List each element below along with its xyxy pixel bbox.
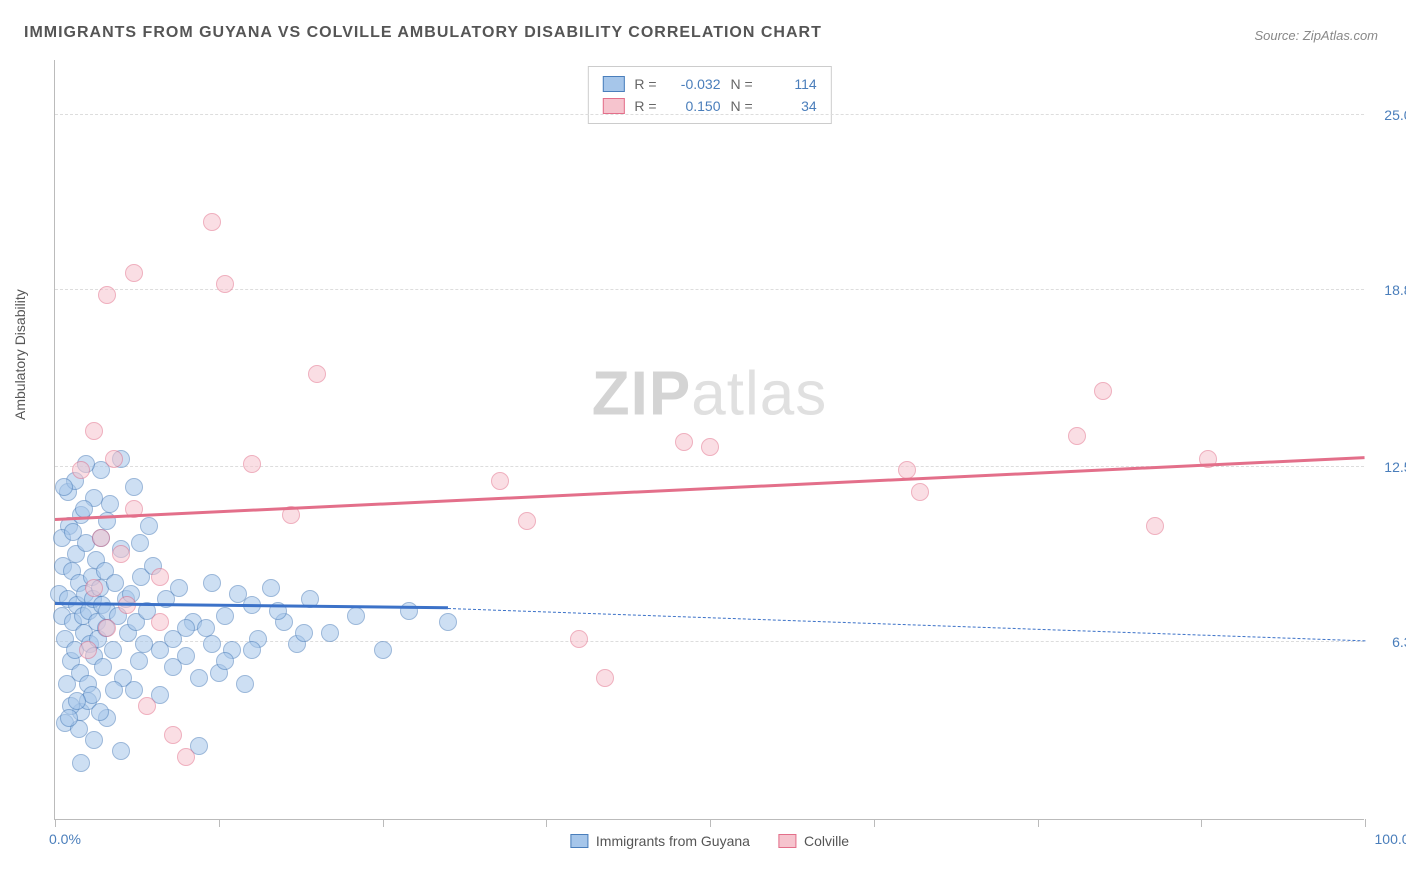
- gridline: [55, 114, 1364, 115]
- guyana-point: [216, 607, 234, 625]
- guyana-point: [177, 619, 195, 637]
- guyana-point: [321, 624, 339, 642]
- colville-point: [1094, 382, 1112, 400]
- x-tick: [710, 819, 711, 827]
- gridline: [55, 289, 1364, 290]
- colville-point: [151, 613, 169, 631]
- x-tick: [1201, 819, 1202, 827]
- colville-point: [105, 450, 123, 468]
- colville-point: [596, 669, 614, 687]
- guyana-point: [68, 692, 86, 710]
- guyana-point: [262, 579, 280, 597]
- guyana-point: [130, 652, 148, 670]
- x-tick: [383, 819, 384, 827]
- guyana-point: [151, 641, 169, 659]
- source-attribution: Source: ZipAtlas.com: [1254, 28, 1378, 43]
- colville-point: [243, 455, 261, 473]
- series-legend: Immigrants from Guyana Colville: [570, 833, 849, 849]
- guyana-point: [140, 517, 158, 535]
- colville-point: [138, 697, 156, 715]
- correlation-legend: R =-0.032N =114R =0.150N =34: [587, 66, 831, 124]
- colville-point: [92, 529, 110, 547]
- guyana-point: [94, 658, 112, 676]
- guyana-point: [125, 478, 143, 496]
- colville-point: [203, 213, 221, 231]
- x-min-label: 0.0%: [49, 831, 81, 847]
- colville-point: [177, 748, 195, 766]
- guyana-point: [60, 709, 78, 727]
- guyana-point: [347, 607, 365, 625]
- guyana-point: [104, 641, 122, 659]
- x-tick: [1038, 819, 1039, 827]
- colville-point: [675, 433, 693, 451]
- colville-point: [216, 275, 234, 293]
- guyana-point: [131, 534, 149, 552]
- x-max-label: 100.0%: [1375, 831, 1406, 847]
- guyana-point: [58, 675, 76, 693]
- colville-point: [570, 630, 588, 648]
- guyana-point: [105, 681, 123, 699]
- guyana-point: [190, 669, 208, 687]
- guyana-point: [243, 641, 261, 659]
- colville-point: [98, 286, 116, 304]
- x-tick: [874, 819, 875, 827]
- guyana-point: [170, 579, 188, 597]
- series-legend-colville: Colville: [778, 833, 849, 849]
- guyana-point: [64, 523, 82, 541]
- colville-point: [308, 365, 326, 383]
- guyana-point: [85, 731, 103, 749]
- guyana-point: [439, 613, 457, 631]
- guyana-point: [216, 652, 234, 670]
- colville-point: [112, 545, 130, 563]
- y-tick-label: 12.5%: [1384, 459, 1406, 475]
- guyana-point: [101, 495, 119, 513]
- watermark: ZIPatlas: [592, 358, 827, 429]
- legend-row-guyana: R =-0.032N =114: [602, 73, 816, 95]
- guyana-point: [106, 574, 124, 592]
- guyana-point: [374, 641, 392, 659]
- colville-point: [911, 483, 929, 501]
- series-legend-guyana: Immigrants from Guyana: [570, 833, 750, 849]
- guyana-point: [203, 635, 221, 653]
- x-tick: [55, 819, 56, 827]
- colville-point: [491, 472, 509, 490]
- colville-point: [1068, 427, 1086, 445]
- chart-plot-area: ZIPatlas R =-0.032N =114R =0.150N =34 Im…: [54, 60, 1364, 820]
- x-tick: [1365, 819, 1366, 827]
- guyana-point: [236, 675, 254, 693]
- guyana-point: [55, 478, 73, 496]
- guyana-point: [112, 742, 130, 760]
- x-tick: [546, 819, 547, 827]
- y-tick-label: 6.3%: [1392, 634, 1406, 650]
- guyana-point: [125, 681, 143, 699]
- guyana-point: [400, 602, 418, 620]
- guyana-point: [197, 619, 215, 637]
- colville-point: [518, 512, 536, 530]
- colville-point: [898, 461, 916, 479]
- y-tick-label: 25.0%: [1384, 107, 1406, 123]
- guyana-point: [164, 658, 182, 676]
- x-tick: [219, 819, 220, 827]
- guyana-point: [203, 574, 221, 592]
- guyana-point: [91, 703, 109, 721]
- colville-point: [125, 264, 143, 282]
- colville-point: [98, 619, 116, 637]
- colville-point: [164, 726, 182, 744]
- colville-point: [85, 422, 103, 440]
- colville-point: [701, 438, 719, 456]
- guyana-point: [72, 754, 90, 772]
- chart-title: IMMIGRANTS FROM GUYANA VS COLVILLE AMBUL…: [24, 24, 822, 42]
- colville-point: [79, 641, 97, 659]
- colville-point: [72, 461, 90, 479]
- guyana-point: [295, 624, 313, 642]
- colville-point: [1146, 517, 1164, 535]
- colville-point: [151, 568, 169, 586]
- colville-point: [85, 579, 103, 597]
- y-axis-label: Ambulatory Disability: [12, 289, 28, 420]
- y-tick-label: 18.8%: [1384, 282, 1406, 298]
